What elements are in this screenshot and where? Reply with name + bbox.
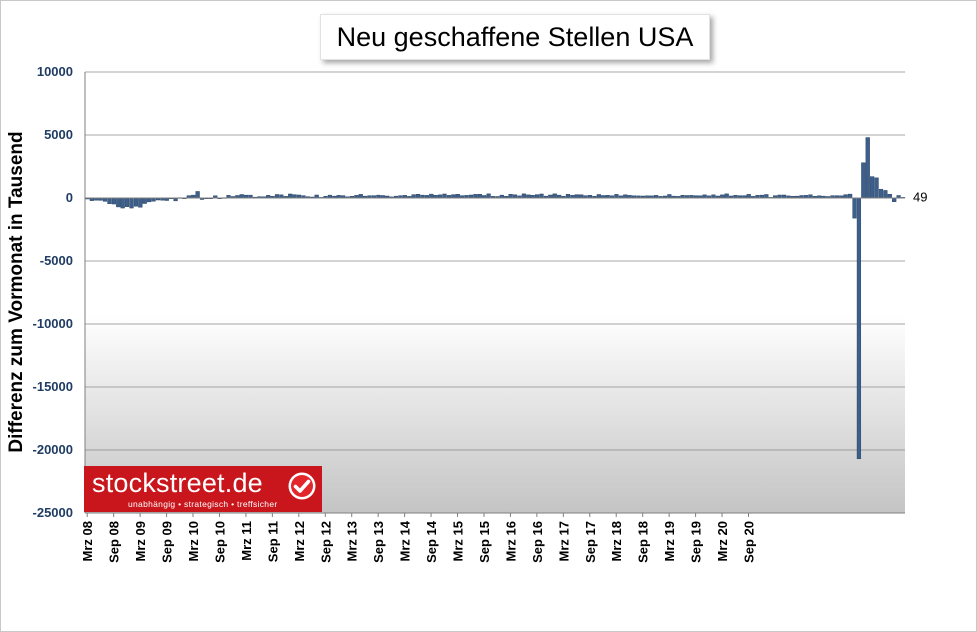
x-tick-label: Sep 17: [583, 521, 598, 563]
bar: [102, 197, 108, 202]
bar: [856, 197, 862, 460]
bar: [107, 197, 112, 205]
x-tick-label: Sep 12: [318, 521, 333, 563]
y-tick-label: 0: [66, 190, 73, 205]
last-value-label: 49: [913, 189, 927, 204]
bar: [596, 194, 601, 199]
bar: [429, 193, 434, 199]
bar: [147, 197, 152, 203]
bar: [848, 193, 853, 199]
bar: [455, 194, 460, 199]
x-tick-label: Mrz 20: [715, 521, 730, 561]
bar: [358, 194, 363, 199]
x-tick-label: Sep 20: [742, 521, 757, 563]
x-tick-label: Mrz 09: [133, 521, 148, 561]
x-tick-label: Sep 10: [213, 521, 228, 563]
x-tick-label: Sep 19: [689, 521, 704, 563]
x-tick-label: Sep 18: [636, 521, 651, 563]
bar: [874, 177, 879, 199]
bar: [865, 137, 870, 199]
bar: [667, 194, 672, 199]
y-tick-label: 5000: [44, 127, 73, 142]
bar: [442, 193, 447, 199]
x-tick-label: Sep 11: [265, 521, 280, 562]
bar: [486, 193, 491, 199]
y-tick-label: -10000: [33, 316, 73, 331]
brand-name: stockstreet.de: [92, 468, 263, 498]
x-tick-label: Mrz 19: [662, 521, 677, 561]
bar: [892, 197, 897, 202]
y-tick-label: -20000: [33, 442, 73, 457]
bar: [111, 197, 116, 205]
x-tick-label: Sep 16: [530, 521, 545, 563]
bar: [861, 162, 866, 199]
bar: [883, 190, 888, 199]
chart-title-box: Neu geschaffene Stellen USA: [320, 14, 710, 60]
x-tick-label: Sep 14: [424, 520, 439, 563]
bar: [120, 197, 125, 209]
x-tick-label: Mrz 14: [398, 520, 413, 561]
brand-logo[interactable]: stockstreet.de unabhängig • strategisch …: [84, 466, 322, 512]
x-tick-label: Mrz 08: [80, 521, 95, 561]
chart-title: Neu geschaffene Stellen USA: [336, 21, 694, 52]
x-tick-label: Mrz 17: [556, 521, 571, 561]
bar: [125, 197, 130, 207]
bar: [764, 194, 769, 199]
bar: [746, 194, 751, 199]
x-tick-label: Mrz 18: [609, 521, 624, 561]
bar: [521, 193, 526, 199]
bar: [288, 193, 293, 199]
bar: [292, 194, 297, 199]
bar: [535, 194, 540, 199]
bar: [142, 197, 147, 204]
bar: [477, 194, 482, 199]
bar: [552, 193, 557, 199]
bar: [415, 194, 421, 199]
x-tick-label: Sep 15: [477, 521, 492, 563]
y-tick-label: -15000: [33, 379, 73, 394]
x-tick-label: Sep 08: [107, 521, 122, 563]
x-tick-label: Mrz 11: [239, 521, 254, 561]
x-tick-label: Mrz 16: [503, 521, 518, 561]
bar: [133, 197, 139, 207]
y-tick-label: -25000: [33, 505, 73, 520]
bar: [239, 194, 244, 199]
bar: [870, 176, 875, 199]
x-tick-label: Sep 13: [371, 521, 386, 563]
bar: [843, 194, 848, 199]
y-tick-label: 10000: [37, 64, 73, 79]
bar: [878, 188, 884, 199]
bar: [724, 193, 729, 199]
brand-slogan: unabhängig • strategisch • treffsicher: [128, 499, 278, 509]
y-tick-label: -5000: [40, 253, 73, 268]
bar: [852, 197, 857, 219]
x-tick-label: Sep 09: [160, 521, 175, 563]
bar: [138, 197, 143, 208]
bar: [887, 194, 892, 199]
bar: [508, 194, 513, 199]
bar: [565, 194, 571, 199]
check-icon: [288, 472, 316, 500]
x-tick-label: Mrz 12: [292, 521, 307, 561]
bar: [473, 194, 478, 199]
bar: [574, 194, 579, 199]
bar: [451, 194, 456, 199]
plot-area: [85, 72, 905, 513]
bar: [614, 194, 619, 199]
bar: [116, 197, 121, 208]
x-tick-label: Mrz 10: [186, 521, 201, 561]
bar: [411, 194, 416, 199]
x-tick-label: Mrz 15: [451, 521, 466, 561]
bar: [274, 194, 280, 199]
bar: [539, 193, 544, 199]
bar: [195, 191, 200, 199]
y-axis-label: Differenz zum Vormonat in Tausend: [6, 131, 27, 453]
x-tick-label: Mrz 13: [345, 521, 360, 561]
bar: [129, 197, 134, 209]
